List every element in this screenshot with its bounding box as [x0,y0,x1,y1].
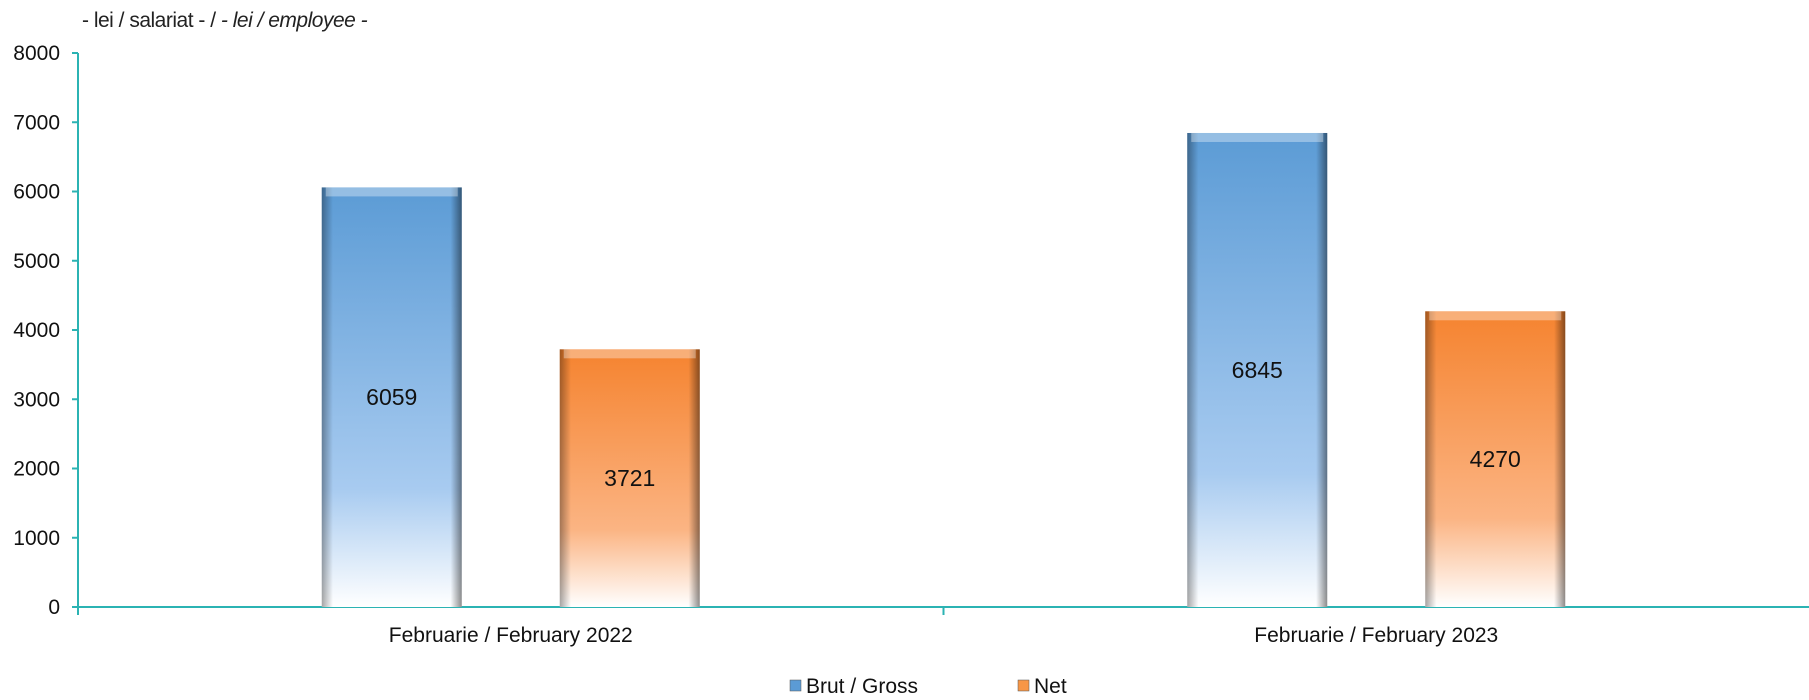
legend-label: Net [1034,675,1067,698]
unit-label-sep: / [210,9,216,32]
unit-label: - lei / salariat - / - lei / employee - [82,9,368,33]
y-tick-label: 8000 [13,42,60,65]
bar-data-label: 6845 [1232,357,1283,383]
bar-data-label: 3721 [604,465,655,491]
legend-label: Brut / Gross [806,675,918,698]
bar-bevel [1429,311,1562,321]
bar-data-label: 4270 [1470,446,1521,472]
x-tick-label: Februarie / February 2023 [1254,624,1498,647]
legend-swatch [1017,679,1030,692]
bar-shading [1187,132,1328,607]
y-tick-label: 1000 [13,527,60,550]
bar-shading [1425,311,1566,607]
y-tick-label: 4000 [13,319,60,342]
bars: 6059 3721 6845 4270 [321,132,1566,607]
unit-label-en: - lei / employee - [220,9,368,32]
bar-bevel [563,349,696,359]
legend-swatch [789,679,802,692]
bar-bevel [325,187,458,197]
bar-data-label: 6059 [366,384,417,410]
legend: Brut / Gross Net [789,675,1067,698]
unit-label-ro: - lei / salariat - [82,9,205,32]
y-axis: 0 1000 2000 3000 4000 5000 6000 7000 8000 [13,42,79,619]
y-tick-label: 5000 [13,250,60,273]
bar-shading [321,187,462,607]
y-tick-label: 0 [48,596,60,619]
x-axis: Februarie / February 2022 Februarie / Feb… [77,606,1809,647]
x-tick-label: Februarie / February 2022 [389,624,633,647]
bar-bevel [1191,132,1324,142]
bar-shading [559,349,700,607]
y-tick-label: 6000 [13,181,60,204]
y-tick-label: 7000 [13,111,60,134]
y-tick-label: 2000 [13,458,60,481]
y-tick-label: 3000 [13,388,60,411]
